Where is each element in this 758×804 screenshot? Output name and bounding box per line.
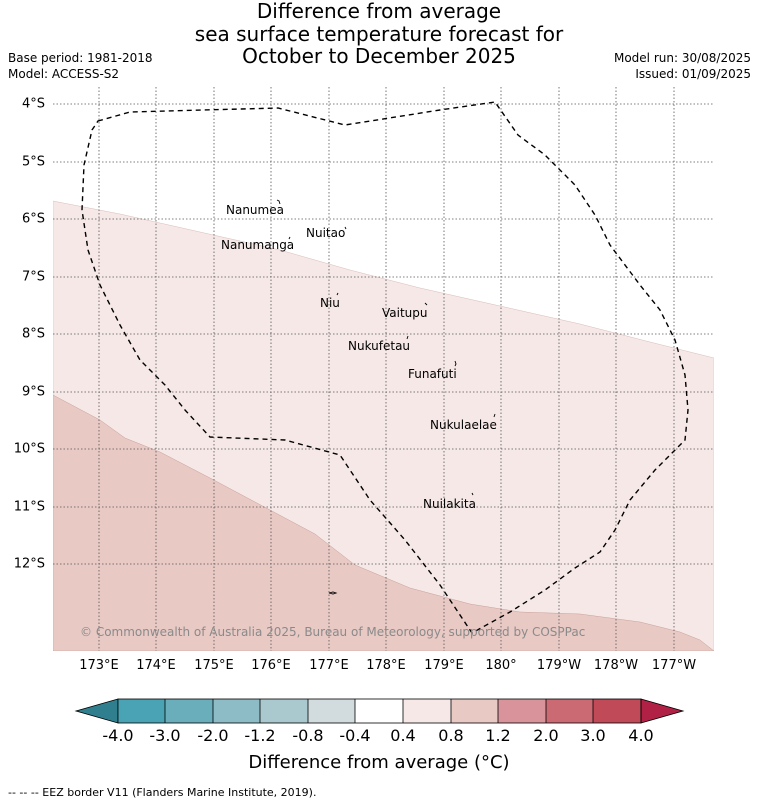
colorbar-tick-12: 4.0 [628, 726, 654, 745]
colorbar-tick-10: 2.0 [533, 726, 559, 745]
colorbar-extend-low [74, 698, 119, 724]
lon-label-173e: 173°E [79, 658, 119, 673]
issued-text: Issued: 01/09/2025 [635, 67, 751, 81]
island-label-nuilakita: Nuilakita [423, 497, 476, 511]
island-label-nuitao: Nuitao [306, 226, 346, 240]
lon-label-178e: 178°E [366, 658, 406, 673]
colorbar-tick-3: -2.0 [197, 726, 229, 745]
colorbar-frame [117, 698, 642, 724]
colorbar-tick-9: 1.2 [485, 726, 511, 745]
lat-label-8s: 8°S [21, 326, 45, 342]
lat-label-10s: 10°S [13, 441, 45, 457]
colorbar-tick-5: -0.8 [292, 726, 324, 745]
island-label-nukulaelae: Nukulaelae [430, 418, 497, 432]
colorbar-dividers [164, 699, 594, 723]
title-line-3: October to December 2025 [242, 44, 516, 68]
colorbar-label: Difference from average (°C) [248, 752, 510, 773]
lon-label-175e: 175°E [194, 658, 234, 673]
colorbar-bin-10 [546, 699, 593, 723]
colorbar-tick-4: -1.2 [244, 726, 276, 745]
map-panel [53, 87, 714, 651]
model-text: Model: ACCESS-S2 [8, 67, 120, 81]
lat-label-11s: 11°S [13, 499, 45, 515]
colorbar [74, 698, 685, 724]
gridlines [53, 87, 714, 651]
colorbar-tick-6: -0.4 [339, 726, 371, 745]
colorbar-bin-9 [498, 699, 546, 723]
colorbar-bin-3 [213, 699, 260, 723]
colorbar-bin-5 [308, 699, 355, 723]
lon-label-180: 180° [485, 658, 517, 673]
eez-legend-note: -- -- -- EEZ border V11 (Flanders Marine… [8, 786, 317, 799]
colorbar-bin-11 [593, 699, 641, 723]
eez-border [81, 101, 689, 634]
lon-label-177e: 177°E [309, 658, 349, 673]
colorbar-tick-7: 0.4 [390, 726, 416, 745]
title-line-1: Difference from average [256, 0, 502, 23]
lon-label-178w: 178°W [593, 658, 639, 673]
lat-label-6s: 6°S [21, 211, 45, 227]
base-period-text: Base period: 1981-2018 [8, 51, 153, 65]
colorbar-extend-high [640, 698, 685, 724]
island-label-niu: Niu [320, 296, 340, 310]
anomaly-zone-0.8-1.2 [53, 394, 714, 651]
lat-label-4s: 4°S [21, 96, 45, 112]
colorbar-bin-1 [118, 699, 165, 723]
colorbar-bin-7 [403, 699, 451, 723]
lon-label-179w: 179°W [536, 658, 582, 673]
island-label-nanumanga: Nanumanga [221, 238, 295, 252]
island-label-vaitupu: Vaitupu [382, 306, 428, 320]
island-markers [276, 199, 496, 595]
lon-label-176e: 176°E [251, 658, 291, 673]
lat-label-7s: 7°S [21, 269, 45, 285]
lat-label-5s: 5°S [21, 154, 45, 170]
model-run-text: Model run: 30/08/2025 [613, 51, 751, 65]
colorbar-bin-4 [260, 699, 308, 723]
lat-label-12s: 12°S [13, 556, 45, 572]
colorbar-bin-8 [451, 699, 498, 723]
colorbar-tick-8: 0.8 [438, 726, 464, 745]
island-label-funafuti: Funafuti [408, 367, 457, 381]
island-label-nukufetau: Nukufetau [348, 339, 411, 353]
title-line-2: sea surface temperature forecast for [194, 21, 564, 46]
lat-label-9s: 9°S [21, 384, 45, 400]
lon-label-174e: 174°E [136, 658, 176, 673]
colorbar-bin-2 [165, 699, 213, 723]
chart-title: Difference from average sea surface temp… [0, 0, 758, 68]
island-label-nanumea: Nanumea [226, 203, 284, 217]
copyright-notice: © Commonwealth of Australia 2025, Bureau… [80, 625, 586, 639]
lon-label-179e: 179°E [424, 658, 464, 673]
colorbar-bin-6 [355, 699, 403, 723]
colorbar-tick-1: -4.0 [102, 726, 134, 745]
lon-label-177w: 177°W [651, 658, 697, 673]
colorbar-tick-2: -3.0 [149, 726, 181, 745]
colorbar-tick-11: 3.0 [580, 726, 606, 745]
